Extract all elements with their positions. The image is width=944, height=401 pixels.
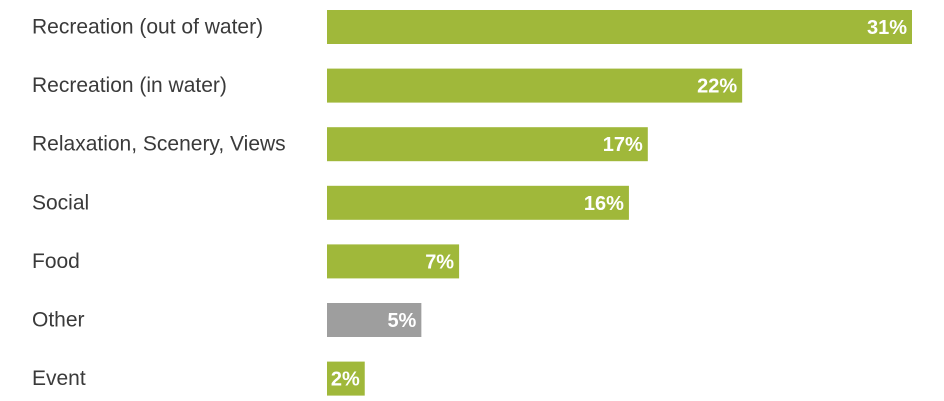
category-label: Other xyxy=(32,309,85,332)
value-label: 17% xyxy=(603,134,643,156)
bar xyxy=(327,361,365,396)
value-label: 16% xyxy=(584,193,624,215)
value-label: 31% xyxy=(867,17,907,39)
bar xyxy=(327,303,422,337)
bar xyxy=(327,244,460,279)
value-label: 7% xyxy=(425,251,454,273)
value-label: 5% xyxy=(387,310,416,332)
category-label: Relaxation, Scenery, Views xyxy=(32,133,286,156)
category-label: Social xyxy=(32,191,89,214)
category-label: Recreation (in water) xyxy=(32,74,227,97)
category-label: Recreation (out of water) xyxy=(32,16,263,39)
bar xyxy=(327,127,648,162)
value-label: 22% xyxy=(697,76,737,98)
bar xyxy=(327,10,912,44)
category-label: Food xyxy=(32,250,80,273)
bar xyxy=(327,185,629,220)
value-label: 2% xyxy=(331,369,360,391)
category-label: Event xyxy=(32,367,86,390)
bar xyxy=(327,68,743,103)
